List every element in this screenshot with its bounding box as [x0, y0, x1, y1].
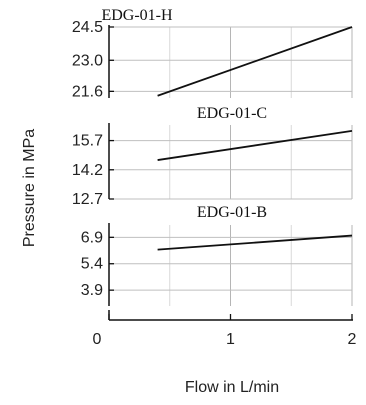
y-tick-label: 21.6	[72, 83, 103, 100]
x-tick-label: 2	[348, 331, 357, 348]
panel-title: EDG-01-H	[101, 7, 173, 24]
y-tick-label: 24.5	[72, 19, 103, 36]
x-tick-label: 1	[226, 331, 235, 348]
series-line	[157, 234, 353, 251]
y-tick-label: 3.9	[81, 282, 103, 299]
y-tick-label: 6.9	[81, 229, 103, 246]
y-tick-label: 23.0	[72, 52, 103, 69]
y-tick-label: 12.7	[72, 191, 103, 208]
y-axis-label: Pressure in MPa	[21, 129, 38, 247]
panel-title: EDG-01-C	[197, 105, 267, 122]
panel-3: 6.9 5.4 3.9 EDG-01-B	[81, 204, 353, 306]
x-tick-label: 0	[93, 331, 102, 348]
series-line	[157, 129, 353, 161]
y-tick-label: 5.4	[81, 256, 103, 273]
panel-2: 15.7 14.2 12.7 EDG-01-C	[72, 105, 353, 208]
panel-1: 24.5 23.0 21.6 EDG-01-H	[72, 7, 353, 100]
x-axis-label: Flow in L/min	[185, 379, 279, 396]
panel-title: EDG-01-B	[197, 204, 267, 221]
y-tick-label: 15.7	[72, 133, 103, 150]
x-axis: 0 1 2	[93, 310, 357, 348]
y-tick-label: 14.2	[72, 162, 103, 179]
series-line	[157, 26, 353, 97]
chart-panels: 24.5 23.0 21.6 EDG-01-H 15.7 14.2 12.7 EDG-01-C…	[72, 7, 357, 348]
